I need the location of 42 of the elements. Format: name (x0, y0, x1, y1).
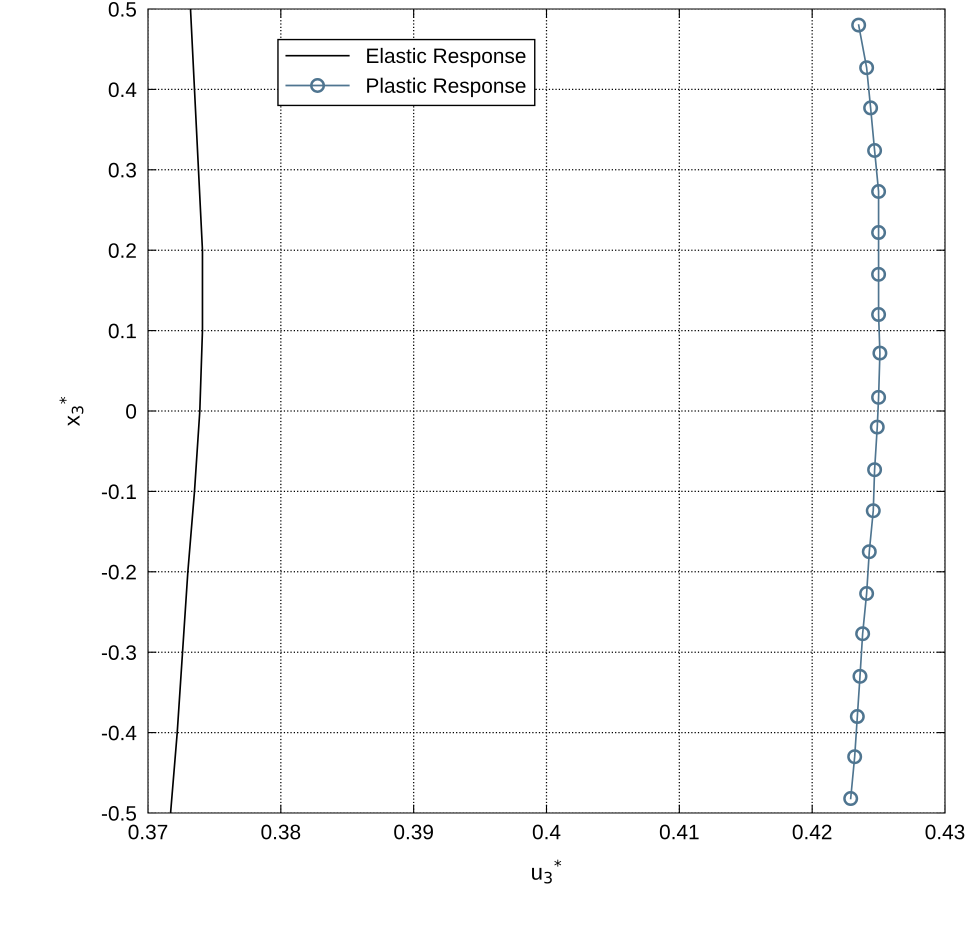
x-axis-title: u$_{3}$$^{*}$ (532, 860, 562, 884)
y-tick-label: 0.5 (108, 2, 136, 17)
point (850, 709, 865, 724)
point (851, 18, 866, 33)
point (866, 503, 881, 518)
x-tick-label: 0.4 (532, 824, 560, 840)
x-tick-label: 0.38 (261, 824, 300, 840)
y-tick-label: 0.3 (108, 162, 136, 178)
y-tick-label: -0.3 (102, 645, 136, 660)
point (847, 749, 862, 764)
point (859, 60, 874, 76)
point (870, 420, 885, 435)
y-tick-label: -0.2 (102, 564, 136, 580)
x-tick-label: 0.41 (660, 824, 699, 840)
y-axis-title: x$_{3}$$^{*}$ (59, 396, 84, 426)
point (867, 143, 882, 158)
x-tick-label: 0.42 (792, 824, 832, 840)
point (852, 668, 868, 684)
y-tick-label: 0.1 (108, 324, 136, 338)
y-tick-label: -0.4 (102, 726, 136, 740)
x-tick-label: 0.39 (394, 824, 433, 840)
point (871, 266, 886, 282)
point (871, 390, 886, 405)
y-tick-label: -0.1 (102, 484, 136, 500)
point (843, 791, 858, 806)
y-tick-label: 0.4 (108, 82, 136, 98)
point (871, 184, 886, 200)
point (862, 544, 877, 560)
point (859, 586, 874, 602)
point (871, 307, 886, 322)
y-tick-label: -0.5 (102, 806, 136, 821)
point (872, 346, 888, 361)
y-tick-label: 0 (126, 404, 136, 419)
point (871, 225, 886, 240)
legend-label: Elastic Response (367, 48, 526, 68)
x-tick-label: 0.43 (926, 824, 964, 840)
legend-label: Plastic Response (367, 78, 526, 98)
point (863, 100, 878, 116)
y-tick-label: 0.2 (108, 243, 136, 258)
point (855, 626, 870, 642)
x-tick-label: 0.37 (128, 824, 168, 840)
point (867, 462, 882, 478)
